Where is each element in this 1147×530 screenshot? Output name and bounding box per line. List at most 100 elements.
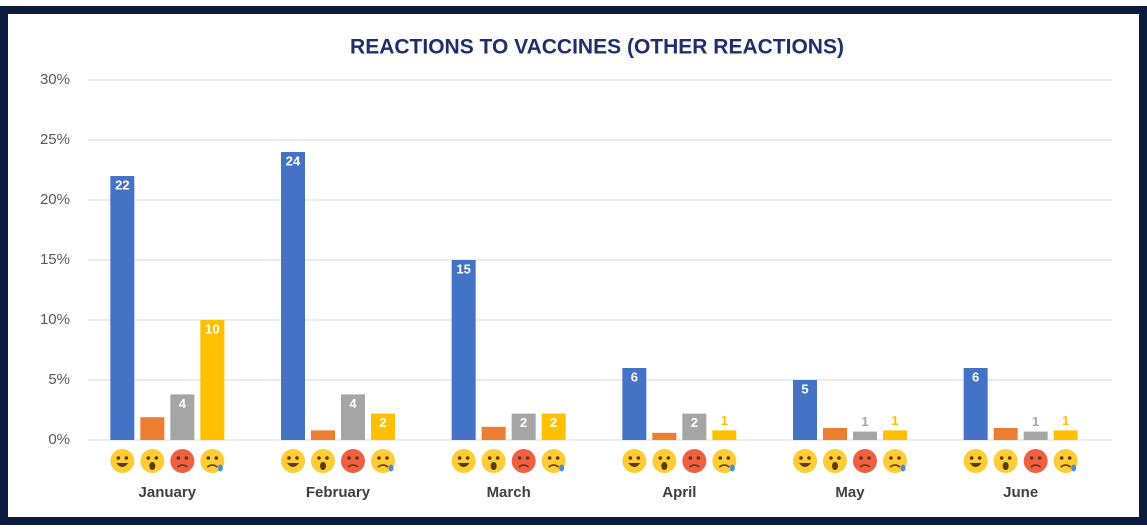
emoji-icon xyxy=(140,449,165,473)
emoji-eye xyxy=(487,456,492,460)
emoji-mouth xyxy=(661,462,668,470)
bar xyxy=(793,380,817,440)
emoji-tear xyxy=(900,464,906,472)
bar xyxy=(110,176,135,440)
emoji-eye xyxy=(457,456,462,460)
emoji-eye xyxy=(547,456,552,460)
emoji-eye xyxy=(325,456,329,460)
emoji-mouth xyxy=(320,462,326,470)
value-label: 1 xyxy=(1032,414,1039,429)
emoji-eye xyxy=(176,456,181,460)
emoji-mouth xyxy=(287,463,299,467)
emoji-mouth xyxy=(859,464,871,468)
emoji-eye xyxy=(347,456,351,460)
emoji-mouth xyxy=(116,463,129,467)
bar xyxy=(652,432,677,440)
x-tick-label: April xyxy=(662,484,696,501)
value-label: 22 xyxy=(115,177,129,192)
value-label: 24 xyxy=(286,153,301,168)
emoji-mouth xyxy=(548,464,560,468)
emoji-eye xyxy=(206,456,211,460)
bar xyxy=(712,430,737,440)
emoji-icon xyxy=(1023,449,1048,473)
emoji-eye xyxy=(124,456,129,460)
emoji-tear xyxy=(388,464,394,472)
frame xyxy=(0,6,1147,525)
emoji-mouth xyxy=(490,462,497,470)
y-tick-label: 20% xyxy=(40,191,70,208)
bar xyxy=(1053,430,1078,440)
emoji-icon xyxy=(481,449,506,473)
bar xyxy=(200,320,225,440)
y-tick-label: 30% xyxy=(40,71,70,88)
emoji-eye xyxy=(317,456,321,460)
chart-title: REACTIONS TO VACCINES (OTHER REACTIONS) xyxy=(350,36,844,59)
emoji-icon xyxy=(963,449,988,473)
emoji-tear xyxy=(729,464,735,472)
value-label: 2 xyxy=(550,415,557,430)
value-label: 6 xyxy=(972,369,979,384)
bar xyxy=(170,394,195,440)
emoji-eye xyxy=(116,456,121,460)
bar xyxy=(451,260,476,440)
x-tick-label: May xyxy=(835,484,865,501)
bar xyxy=(853,431,877,440)
bar xyxy=(883,430,907,440)
value-label: 1 xyxy=(1062,413,1069,428)
emoji-eye xyxy=(799,456,803,460)
y-tick-label: 10% xyxy=(40,311,70,328)
emoji-icon xyxy=(823,449,847,473)
x-tick-label: March xyxy=(487,484,531,501)
emoji-eye xyxy=(377,456,381,460)
value-label: 1 xyxy=(861,414,868,429)
emoji-eye xyxy=(355,456,359,460)
emoji-eye xyxy=(287,456,291,460)
emoji-eye xyxy=(1059,456,1064,460)
bar xyxy=(682,413,707,440)
emoji-eye xyxy=(897,456,901,460)
emoji-eye xyxy=(696,456,701,460)
emoji-icon xyxy=(170,449,195,473)
emoji-mouth xyxy=(688,464,700,468)
value-label: 2 xyxy=(691,415,698,430)
bar xyxy=(963,368,988,440)
emoji-mouth xyxy=(518,464,530,468)
bar xyxy=(481,426,506,440)
emoji-icon xyxy=(853,449,877,473)
emoji-eye xyxy=(495,456,500,460)
y-tick-label: 15% xyxy=(40,251,70,268)
value-label: 1 xyxy=(891,413,898,428)
emoji-icon xyxy=(511,449,536,473)
value-label: 2 xyxy=(520,415,527,430)
emoji-eye xyxy=(628,456,633,460)
emoji-eye xyxy=(184,456,189,460)
y-tick-label: 0% xyxy=(48,431,70,448)
emoji-icon xyxy=(451,449,476,473)
bar xyxy=(993,428,1018,440)
emoji-icon xyxy=(281,449,305,473)
emoji-mouth xyxy=(377,464,389,468)
emoji-mouth xyxy=(1002,462,1009,470)
emoji-tear xyxy=(559,464,565,472)
emoji-eye xyxy=(807,456,811,460)
value-label: 5 xyxy=(801,381,808,396)
bar xyxy=(371,413,395,440)
value-label: 1 xyxy=(721,413,728,428)
emoji-eye xyxy=(726,456,731,460)
emoji-mouth xyxy=(1030,464,1042,468)
emoji-icon xyxy=(622,449,647,473)
emoji-icon xyxy=(341,449,365,473)
emoji-eye xyxy=(666,456,671,460)
bar xyxy=(140,417,165,440)
emoji-eye xyxy=(1029,456,1034,460)
emoji-eye xyxy=(555,456,560,460)
x-tick-label: January xyxy=(139,484,197,501)
emoji-eye xyxy=(1007,456,1012,460)
value-label: 10 xyxy=(205,321,219,336)
y-tick-label: 5% xyxy=(48,371,70,388)
emoji-icon xyxy=(311,449,335,473)
emoji-eye xyxy=(859,456,863,460)
bar xyxy=(511,413,536,440)
emoji-tear xyxy=(217,464,223,472)
bar xyxy=(311,430,335,440)
